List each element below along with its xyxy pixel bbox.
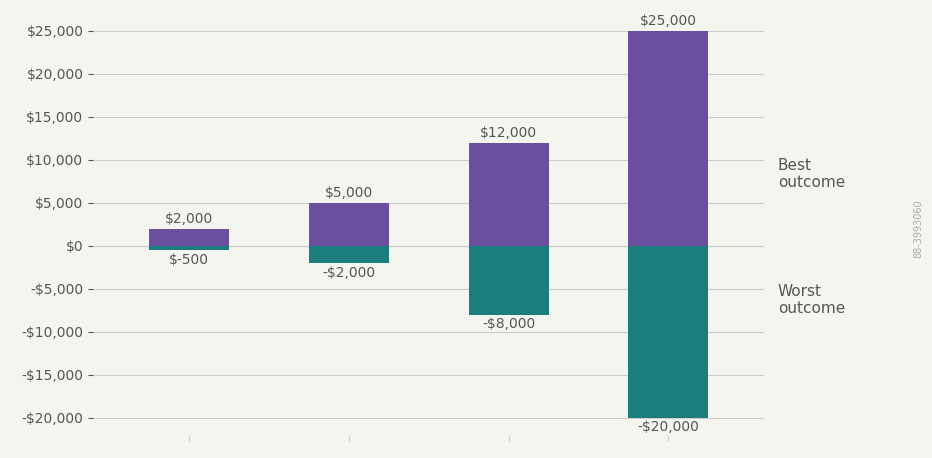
Text: $12,000: $12,000 <box>480 126 537 140</box>
Bar <box>308 203 389 246</box>
Bar <box>628 246 708 418</box>
Text: Best
outcome: Best outcome <box>777 158 845 190</box>
Text: -$8,000: -$8,000 <box>482 317 535 331</box>
Bar <box>469 143 549 246</box>
Text: -$2,000: -$2,000 <box>322 266 376 280</box>
Text: -$20,000: -$20,000 <box>637 420 699 435</box>
Text: $5,000: $5,000 <box>324 186 373 200</box>
Bar <box>628 31 708 246</box>
Text: Worst
outcome: Worst outcome <box>777 284 845 316</box>
Text: $-500: $-500 <box>169 253 209 267</box>
Bar <box>149 246 229 250</box>
Bar <box>149 229 229 246</box>
Text: 88-3993060: 88-3993060 <box>913 200 923 258</box>
Bar <box>469 246 549 315</box>
Bar <box>308 246 389 263</box>
Text: $2,000: $2,000 <box>165 212 213 226</box>
Text: $25,000: $25,000 <box>640 14 697 28</box>
